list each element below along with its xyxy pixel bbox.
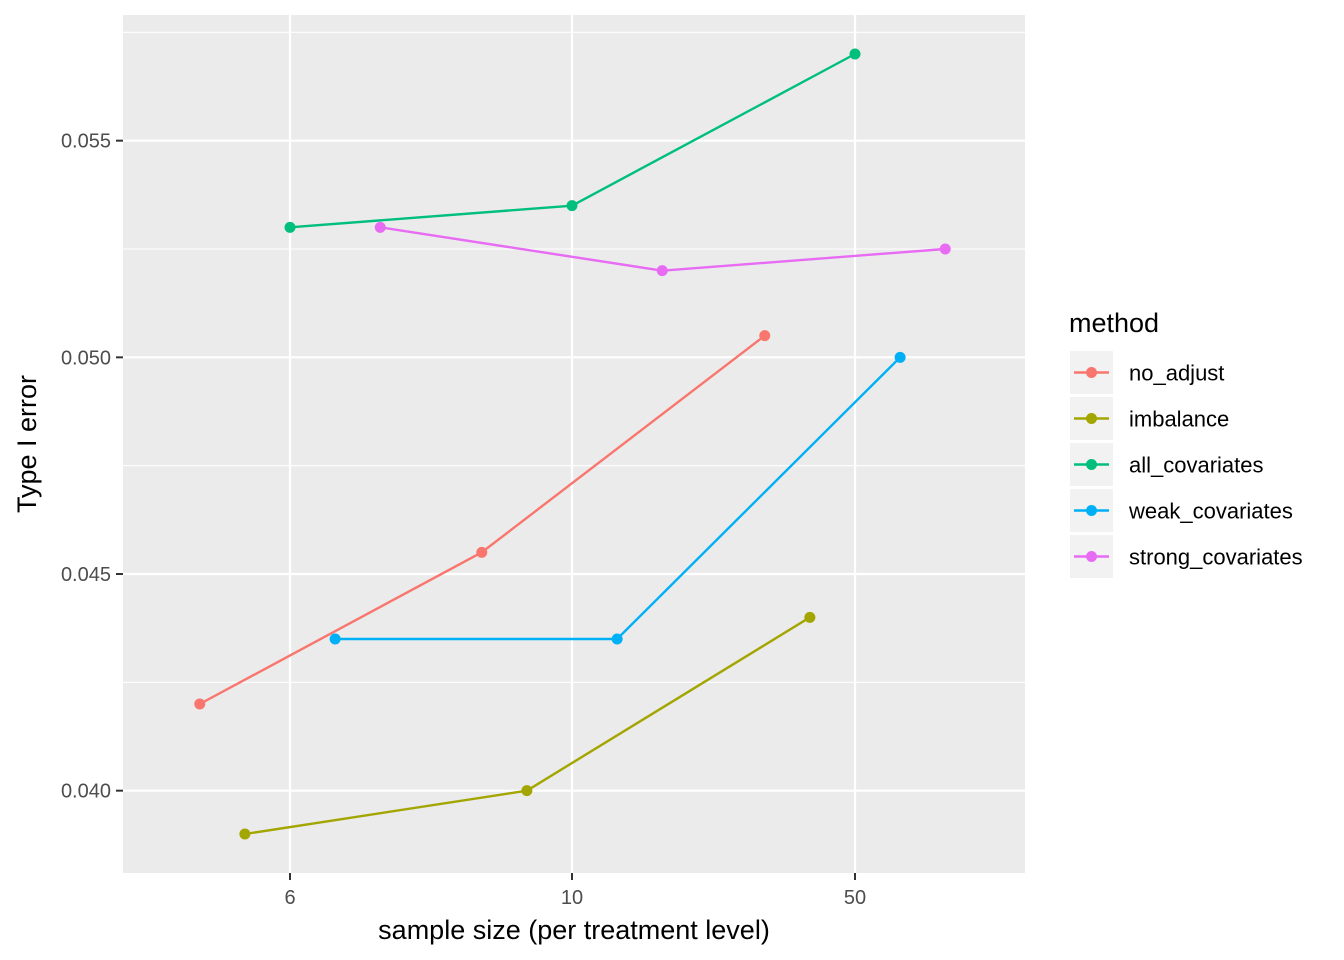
series-all_covariates	[284, 48, 861, 233]
series-weak_covariates	[329, 351, 906, 645]
y-tick-label: 0.045	[61, 564, 111, 586]
legend: method no_adjust imbalance all_covariatesw…	[1069, 308, 1303, 578]
x-tick-label: 50	[844, 887, 866, 909]
data-point	[894, 351, 906, 363]
x-axis-title: sample size (per treatment level)	[378, 915, 770, 945]
y-axis: 0.040 0.045 0.050 0.055	[61, 131, 123, 803]
data-point	[239, 828, 251, 840]
legend-key-point	[1086, 505, 1097, 516]
y-tick-label: 0.050	[61, 347, 111, 369]
data-point	[284, 221, 296, 233]
data-point	[374, 221, 386, 233]
x-tick-label: 6	[284, 887, 295, 909]
legend-item-all_covariates: all_covariates	[1070, 443, 1264, 486]
legend-key-point	[1086, 413, 1097, 424]
legend-item-strong_covariates: strong_covariates	[1070, 535, 1303, 578]
data-point	[759, 330, 771, 342]
data-point	[939, 243, 951, 255]
data-point	[329, 633, 341, 645]
series-imbalance	[239, 611, 816, 840]
legend-item-weak_covariates: weak_covariates	[1070, 489, 1293, 532]
data-point	[804, 611, 816, 623]
y-tick-label: 0.055	[61, 131, 111, 153]
x-tick-label: 10	[561, 887, 583, 909]
series-strong_covariates	[374, 221, 951, 277]
data-point	[849, 48, 861, 60]
data-point	[194, 698, 206, 710]
legend-label: weak_covariates	[1128, 499, 1293, 524]
plot-panel	[123, 15, 1025, 873]
data-point	[521, 785, 533, 797]
legend-label: no_adjust	[1129, 361, 1224, 386]
y-axis-title: Type I error	[12, 375, 42, 513]
grid-major	[123, 15, 1025, 873]
legend-label: strong_covariates	[1129, 545, 1303, 570]
y-tick-label: 0.040	[61, 781, 111, 803]
legend-key-point	[1086, 551, 1097, 562]
legend-label: imbalance	[1129, 407, 1229, 432]
legend-title: method	[1069, 308, 1159, 338]
legend-key-point	[1086, 367, 1097, 378]
legend-label: all_covariates	[1129, 453, 1264, 478]
data-point	[476, 546, 488, 558]
data-point	[611, 633, 623, 645]
legend-key-point	[1086, 459, 1097, 470]
data-point	[566, 200, 578, 212]
data-point	[656, 265, 668, 277]
series-layer	[194, 48, 951, 840]
legend-item-no_adjust: no_adjust	[1070, 351, 1224, 394]
series-no_adjust	[194, 330, 771, 710]
grid-minor	[123, 31, 1025, 683]
x-axis: 6 10 50	[284, 873, 866, 909]
legend-item-imbalance: imbalance	[1070, 397, 1229, 440]
